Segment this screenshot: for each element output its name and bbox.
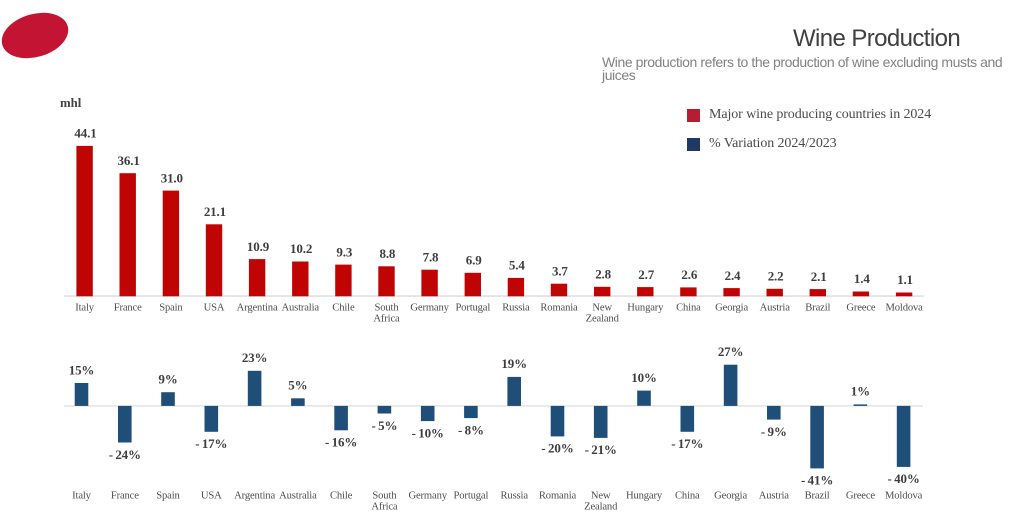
svg-text:3.7: 3.7 — [552, 263, 568, 278]
svg-text:2.1: 2.1 — [811, 269, 827, 284]
svg-text:- 9%: - 9% — [761, 424, 787, 439]
svg-text:2.4: 2.4 — [725, 268, 741, 283]
svg-text:5.4: 5.4 — [509, 258, 525, 273]
svg-text:Zealand: Zealand — [584, 501, 618, 512]
svg-text:Russia: Russia — [501, 491, 529, 502]
svg-text:Moldova: Moldova — [885, 491, 923, 502]
svg-text:Argentina: Argentina — [234, 491, 275, 502]
svg-text:1%: 1% — [851, 384, 870, 399]
svg-text:France: France — [114, 303, 142, 314]
svg-text:7.8: 7.8 — [423, 249, 439, 264]
svg-text:Greece: Greece — [846, 491, 876, 502]
svg-text:Zealand: Zealand — [586, 314, 620, 325]
svg-text:44.1: 44.1 — [74, 126, 96, 141]
svg-text:8.8: 8.8 — [379, 246, 395, 261]
svg-text:9.3: 9.3 — [336, 244, 352, 259]
svg-text:- 8%: - 8% — [458, 422, 484, 437]
svg-text:South: South — [372, 491, 397, 502]
svg-text:- 24%: - 24% — [109, 447, 141, 462]
svg-text:- 21%: - 21% — [585, 442, 617, 457]
svg-text:- 16%: - 16% — [325, 435, 357, 450]
svg-text:23%: 23% — [242, 350, 268, 365]
svg-text:- 20%: - 20% — [541, 441, 573, 456]
svg-text:Spain: Spain — [156, 491, 180, 502]
svg-text:- 40%: - 40% — [888, 471, 920, 486]
svg-text:- 5%: - 5% — [371, 418, 397, 433]
svg-text:- 17%: - 17% — [195, 436, 227, 451]
svg-text:Argentina: Argentina — [237, 303, 278, 314]
svg-text:10%: 10% — [631, 370, 657, 385]
svg-text:2.8: 2.8 — [595, 267, 611, 282]
svg-text:27%: 27% — [718, 344, 744, 359]
svg-text:31.0: 31.0 — [161, 170, 183, 185]
svg-text:Australia: Australia — [281, 303, 319, 314]
svg-text:2.2: 2.2 — [768, 269, 784, 284]
svg-text:Italy: Italy — [72, 491, 92, 502]
svg-text:Brazil: Brazil — [805, 491, 830, 502]
svg-text:Romania: Romania — [539, 491, 577, 502]
svg-text:Chile: Chile — [332, 303, 355, 314]
svg-text:6.9: 6.9 — [466, 253, 482, 268]
svg-text:Africa: Africa — [373, 314, 400, 325]
svg-text:1.4: 1.4 — [854, 271, 870, 286]
svg-text:USA: USA — [204, 303, 225, 314]
svg-text:Brazil: Brazil — [805, 303, 830, 314]
svg-text:19%: 19% — [501, 356, 527, 371]
svg-text:- 41%: - 41% — [801, 473, 833, 488]
svg-text:2.7: 2.7 — [638, 267, 654, 282]
svg-text:Georgia: Georgia — [715, 303, 748, 314]
svg-text:15%: 15% — [69, 362, 95, 377]
svg-text:1.1: 1.1 — [897, 272, 913, 287]
svg-text:Romania: Romania — [540, 303, 578, 314]
svg-text:USA: USA — [201, 491, 222, 502]
svg-text:Greece: Greece — [846, 303, 876, 314]
svg-text:10.9: 10.9 — [247, 239, 270, 254]
svg-text:Georgia: Georgia — [714, 491, 747, 502]
svg-text:Italy: Italy — [75, 303, 95, 314]
svg-text:- 17%: - 17% — [671, 436, 703, 451]
svg-text:Austria: Austria — [760, 303, 791, 314]
svg-text:21.1: 21.1 — [204, 204, 226, 219]
svg-text:Hungary: Hungary — [627, 303, 664, 314]
svg-text:Moldova: Moldova — [885, 303, 923, 314]
svg-text:Russia: Russia — [502, 303, 530, 314]
svg-text:Australia: Australia — [279, 491, 317, 502]
svg-text:10.2: 10.2 — [290, 241, 312, 256]
svg-text:China: China — [675, 491, 700, 502]
svg-text:36.1: 36.1 — [118, 153, 140, 168]
svg-text:Hungary: Hungary — [626, 491, 663, 502]
svg-text:South: South — [375, 303, 400, 314]
svg-text:5%: 5% — [288, 378, 307, 393]
svg-text:Spain: Spain — [159, 303, 183, 314]
svg-text:France: France — [111, 491, 139, 502]
svg-text:Germany: Germany — [409, 491, 448, 502]
svg-text:New: New — [592, 303, 612, 314]
svg-text:Germany: Germany — [410, 303, 449, 314]
svg-text:New: New — [591, 491, 611, 502]
svg-text:9%: 9% — [158, 372, 177, 387]
svg-text:Portugal: Portugal — [455, 303, 490, 314]
svg-text:2.6: 2.6 — [681, 267, 697, 282]
svg-text:Africa: Africa — [371, 501, 398, 512]
svg-text:Chile: Chile — [330, 491, 353, 502]
svg-text:Portugal: Portugal — [454, 491, 489, 502]
svg-text:Austria: Austria — [759, 491, 790, 502]
svg-text:- 10%: - 10% — [412, 425, 444, 440]
svg-text:China: China — [676, 303, 701, 314]
